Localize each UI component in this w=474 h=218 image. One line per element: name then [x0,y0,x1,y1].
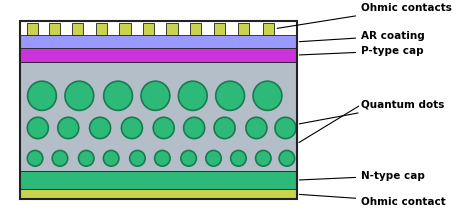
Ellipse shape [181,150,196,166]
Ellipse shape [153,117,174,139]
Bar [264,24,274,35]
Ellipse shape [27,117,48,139]
Text: P-type cap: P-type cap [299,46,424,56]
Ellipse shape [27,81,56,110]
Ellipse shape [178,81,207,110]
Ellipse shape [52,150,68,166]
Ellipse shape [275,117,296,139]
Bar [20,62,297,171]
Text: Ohmic contacts: Ohmic contacts [277,3,452,28]
Ellipse shape [183,117,205,139]
Ellipse shape [214,117,235,139]
Ellipse shape [58,117,79,139]
Bar [20,189,297,199]
Ellipse shape [65,81,94,110]
Ellipse shape [255,150,271,166]
Bar [143,24,154,35]
Bar [49,24,60,35]
Text: AR coating: AR coating [299,31,425,42]
Ellipse shape [155,150,170,166]
Bar [20,48,297,62]
Bar [20,21,297,199]
Bar [190,24,201,35]
Bar [213,24,225,35]
Ellipse shape [79,150,94,166]
Ellipse shape [90,117,110,139]
Ellipse shape [104,81,132,110]
Text: Quantum dots: Quantum dots [299,100,445,124]
Ellipse shape [141,81,170,110]
Ellipse shape [130,150,145,166]
Ellipse shape [279,150,295,166]
Ellipse shape [216,81,245,110]
Bar [166,24,178,35]
Bar [27,24,38,35]
Bar [20,171,297,189]
Text: Ohmic contact: Ohmic contact [299,194,446,206]
Bar [96,24,107,35]
Ellipse shape [27,150,43,166]
Ellipse shape [206,150,221,166]
Bar [73,24,83,35]
Bar [238,24,249,35]
Ellipse shape [246,117,267,139]
Ellipse shape [103,150,119,166]
Bar [119,24,130,35]
Ellipse shape [231,150,246,166]
Ellipse shape [121,117,142,139]
Text: N-type cap: N-type cap [299,171,425,181]
Bar [20,35,297,48]
Ellipse shape [253,81,282,110]
